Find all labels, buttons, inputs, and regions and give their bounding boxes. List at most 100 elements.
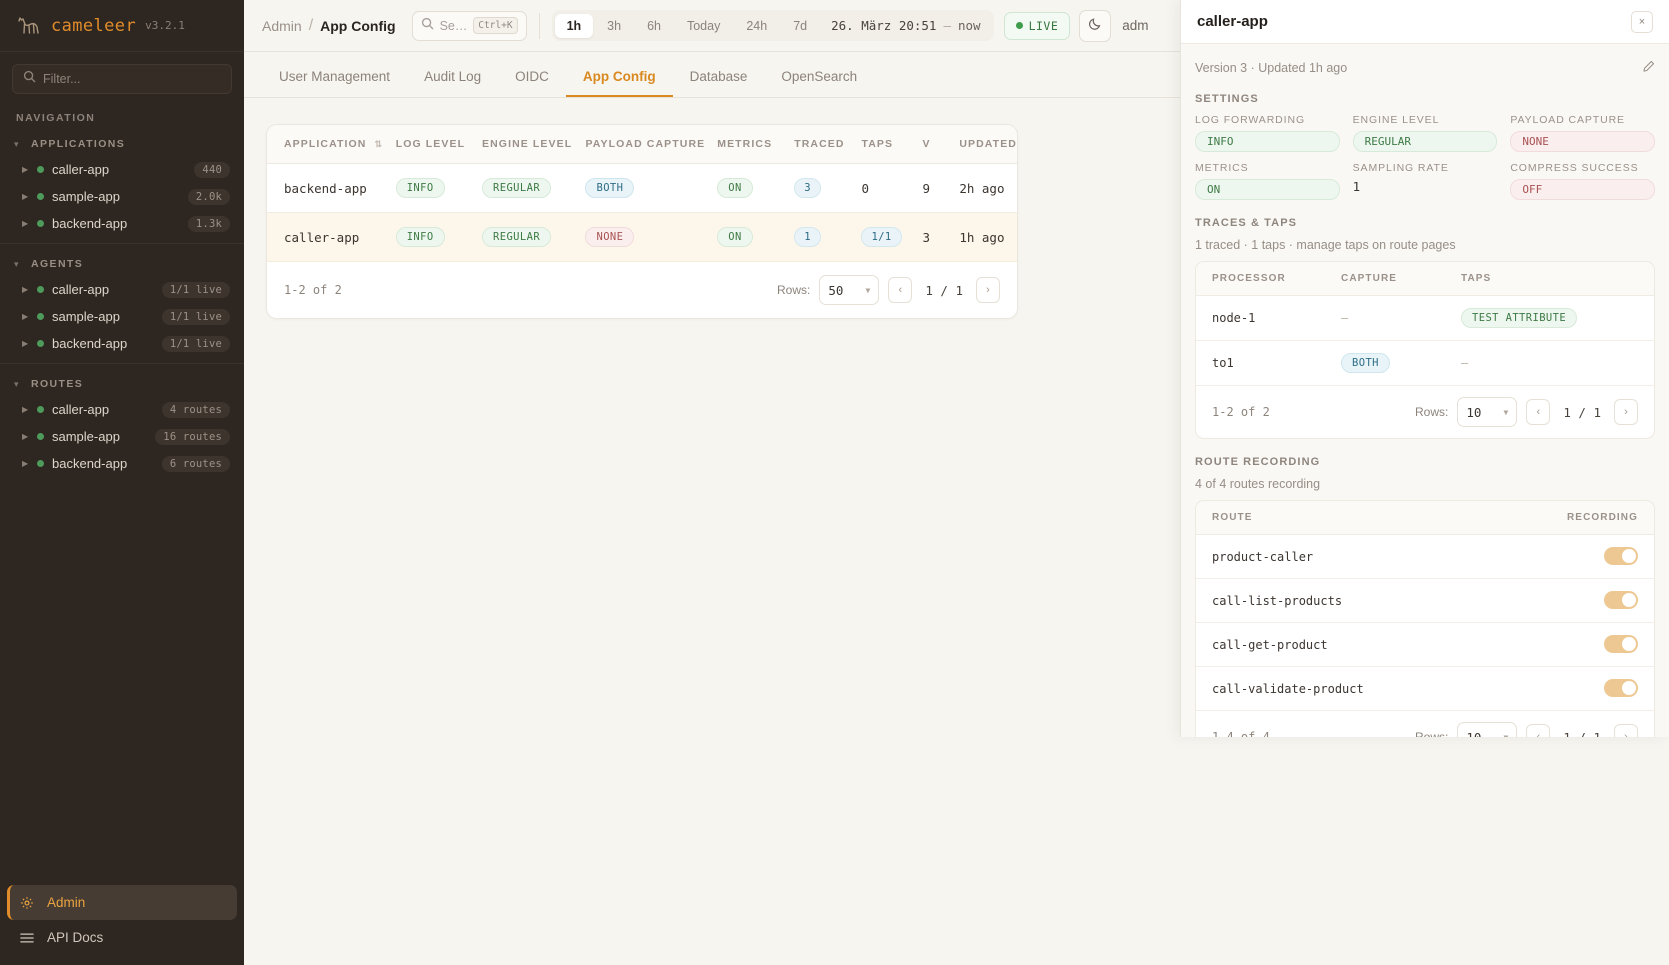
setting-value: INFO: [1195, 131, 1340, 153]
rows-per-page-select[interactable]: 50 ▼: [819, 275, 880, 305]
sidebar-item-applications-caller-app[interactable]: ▶ caller-app 440: [0, 156, 244, 183]
recording-row[interactable]: call-validate-product: [1196, 666, 1654, 712]
toolbar-divider: [538, 12, 540, 39]
range-button-3h[interactable]: 3h: [607, 18, 622, 33]
main-area: Admin / App Config Se… Ctrl+K 1h 3h 6h Toda…: [244, 0, 1669, 965]
sidebar-item-label: caller-app: [52, 402, 110, 417]
range-button-today[interactable]: Today: [686, 18, 721, 33]
user-menu[interactable]: adm: [1122, 18, 1149, 33]
capture-badge: BOTH: [1341, 353, 1390, 374]
sidebar-item-routes-backend-app[interactable]: ▶ backend-app 6 routes: [0, 450, 244, 477]
range-button-7d[interactable]: 7d: [793, 18, 808, 33]
setting-field: ENGINE LEVEL REGULAR: [1352, 114, 1498, 153]
table-row[interactable]: caller-app INFO REGULAR NONE ON 1 1/1 3 1h ago: [267, 212, 1017, 262]
recording-table: ROUTE RECORDING product-caller call-list-…: [1196, 501, 1654, 712]
tab-user-management[interactable]: User Management: [279, 69, 391, 84]
prev-page-button[interactable]: ‹: [888, 277, 913, 303]
cell-capture: —: [1341, 295, 1461, 342]
status-dot-icon: [37, 433, 44, 440]
search-input[interactable]: Se… Ctrl+K: [411, 10, 527, 41]
col-log-level[interactable]: LOG LEVEL: [395, 125, 483, 164]
pencil-icon[interactable]: [1642, 60, 1655, 76]
range-button-24h[interactable]: 24h: [746, 18, 768, 33]
tab-opensearch[interactable]: OpenSearch: [781, 69, 858, 84]
recording-row[interactable]: call-list-products: [1196, 578, 1654, 624]
recording-row[interactable]: product-caller: [1196, 534, 1654, 580]
recording-toggle[interactable]: [1604, 547, 1638, 566]
nav-group-applications: ▾ APPLICATIONS ▶ caller-app 440 ▶ sample-app 2.…: [0, 132, 244, 243]
recording-prev-button[interactable]: ‹: [1526, 724, 1551, 737]
sidebar-item-applications-backend-app[interactable]: ▶ backend-app 1.3k: [0, 210, 244, 237]
nav-title: NAVIGATION: [16, 112, 96, 124]
brand[interactable]: cameleer v3.2.1: [0, 0, 244, 52]
col-application[interactable]: APPLICATION ⇅: [267, 125, 396, 164]
chevron-right-icon: ▶: [22, 192, 29, 201]
nav-group-header[interactable]: ▾ ROUTES: [0, 372, 244, 396]
chevron-down-icon: ▼: [865, 285, 871, 295]
traces-rows-select[interactable]: 10 ▼: [1457, 397, 1518, 428]
cell-payload-capture: BOTH: [585, 163, 718, 213]
chevron-right-icon: ▶: [22, 285, 29, 294]
close-icon[interactable]: ×: [1631, 10, 1653, 33]
cell-payload-capture: NONE: [585, 212, 718, 262]
next-page-button[interactable]: ›: [976, 277, 1000, 303]
traces-row[interactable]: to1 BOTH —: [1196, 340, 1654, 387]
col-taps[interactable]: TAPS: [861, 125, 923, 164]
sidebar-item-label: caller-app: [52, 162, 110, 177]
recording-toggle[interactable]: [1604, 591, 1638, 610]
sidebar-filter: Filter...: [0, 52, 244, 102]
col-traced[interactable]: TRACED: [794, 125, 862, 164]
col-version[interactable]: V: [922, 125, 960, 164]
traces-card: PROCESSOR CAPTURE TAPS node-1— TEST ATTRI…: [1195, 261, 1655, 440]
sidebar-item-routes-caller-app[interactable]: ▶ caller-app 4 routes: [0, 396, 244, 423]
sidebar-item-agents-sample-app[interactable]: ▶ sample-app 1/1 live: [0, 303, 244, 330]
sidebar-item-badge: 440: [194, 161, 230, 178]
traced-badge: 3: [794, 178, 821, 198]
col-metrics[interactable]: METRICS: [717, 125, 795, 164]
filter-input[interactable]: Filter...: [12, 64, 232, 94]
col-updated[interactable]: UPDATED: [959, 125, 1017, 164]
traces-row[interactable]: node-1— TEST ATTRIBUTE: [1196, 295, 1654, 342]
recording-rows-select[interactable]: 10 ▼: [1457, 722, 1518, 737]
recording-rows-label: Rows:: [1415, 730, 1448, 737]
col-engine-level[interactable]: ENGINE LEVEL: [482, 125, 586, 164]
tab-database[interactable]: Database: [689, 69, 748, 84]
breadcrumb-root[interactable]: Admin: [262, 17, 302, 34]
traces-next-button[interactable]: ›: [1614, 399, 1638, 426]
sidebar-item-admin-label: Admin: [47, 895, 86, 910]
sidebar-item-api-docs[interactable]: API Docs: [7, 920, 237, 955]
range-button-1h[interactable]: 1h: [554, 13, 594, 38]
sidebar-item-admin[interactable]: Admin: [7, 885, 237, 920]
drawer-title: caller-app: [1197, 13, 1268, 31]
nav-group-header[interactable]: ▾ AGENTS: [0, 252, 244, 276]
tab-audit-log[interactable]: Audit Log: [424, 69, 482, 84]
tab-app-config[interactable]: App Config: [565, 69, 673, 97]
live-status-badge[interactable]: LIVE: [1003, 11, 1071, 40]
metrics-badge: ON: [717, 227, 753, 247]
theme-toggle-button[interactable]: [1079, 9, 1112, 42]
cell-engine-level: REGULAR: [482, 212, 586, 262]
table-footer: 1-2 of 2 Rows: 50 ▼ ‹ 1 / 1 ›: [267, 262, 1017, 318]
range-date-from: 26. März 20:51: [831, 18, 937, 33]
recording-next-button[interactable]: ›: [1614, 724, 1638, 737]
sidebar-item-routes-sample-app[interactable]: ▶ sample-app 16 routes: [0, 423, 244, 450]
cell-taps: TEST ATTRIBUTE: [1461, 295, 1654, 342]
chevron-right-icon: ▶: [22, 459, 29, 468]
sidebar-item-agents-caller-app[interactable]: ▶ caller-app 1/1 live: [0, 276, 244, 303]
table-row[interactable]: backend-app INFO REGULAR BOTH ON 3 0 9 2h ago: [267, 163, 1017, 213]
recording-toggle[interactable]: [1604, 679, 1638, 698]
col-payload-capture[interactable]: PAYLOAD CAPTURE: [585, 125, 718, 164]
range-button-6h[interactable]: 6h: [647, 18, 661, 33]
nav-group-header[interactable]: ▾ APPLICATIONS: [0, 132, 244, 156]
recording-row[interactable]: call-get-product: [1196, 622, 1654, 668]
time-range-display[interactable]: 26. März 20:51 — now: [821, 13, 990, 38]
traces-prev-button[interactable]: ‹: [1526, 399, 1551, 426]
recording-toggle[interactable]: [1604, 635, 1638, 654]
tab-oidc[interactable]: OIDC: [515, 69, 549, 84]
sidebar-item-agents-backend-app[interactable]: ▶ backend-app 1/1 live: [0, 330, 244, 357]
status-dot-icon: [37, 313, 44, 320]
sidebar-item-applications-sample-app[interactable]: ▶ sample-app 2.0k: [0, 183, 244, 210]
cell-application: backend-app: [267, 163, 396, 213]
sidebar-item-label: sample-app: [52, 309, 120, 324]
drawer-header: caller-app ×: [1181, 0, 1669, 45]
